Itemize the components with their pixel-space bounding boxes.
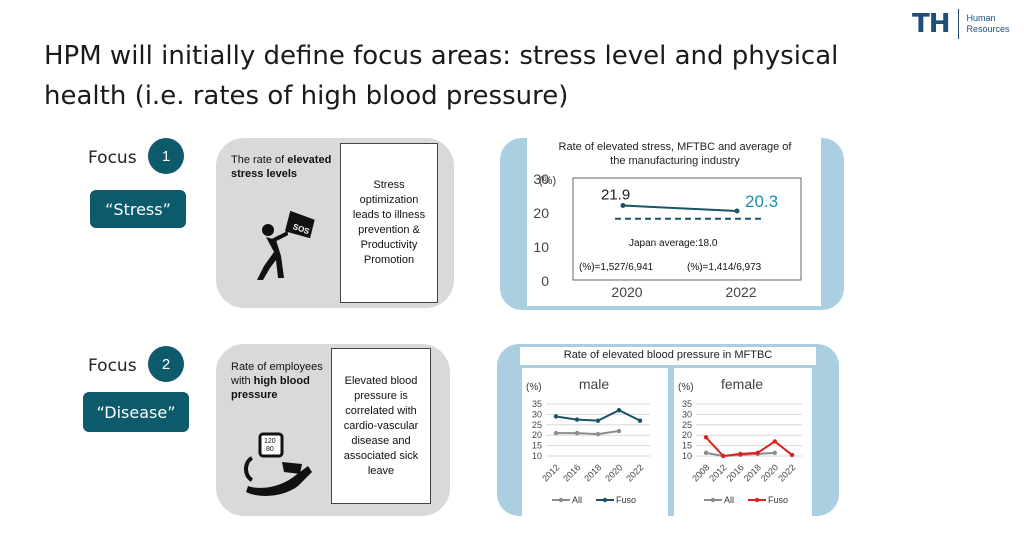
stress-plot-frame — [572, 177, 802, 281]
logo-subtitle: Human Resources — [967, 13, 1010, 35]
bp-female-legend-marker — [754, 497, 760, 503]
th-logo: TH Human Resources — [912, 8, 1010, 40]
bp-male-point-all — [553, 430, 559, 436]
bp-male-ylabel: (%) — [526, 382, 542, 393]
focus-1-tag: “Stress” — [90, 190, 186, 228]
stress-ytick-label: 30 — [533, 171, 549, 187]
bp-male-subtitle: male — [579, 376, 610, 392]
bp-female-ytick-label: 20 — [682, 430, 692, 440]
bp-female-chart: female(%)3530252015102008201220162018202… — [678, 376, 802, 505]
bp-female-point-all — [703, 450, 709, 456]
bp-female-legend-all: All — [724, 495, 734, 505]
bp-female-xtick-label: 2016 — [725, 462, 746, 483]
blood-pressure-monitor-icon: 120 80 — [244, 432, 312, 496]
bp-male-xtick-label: 2020 — [603, 462, 624, 483]
bp-female-point-fuso — [789, 452, 795, 458]
bp-male-legend-fuso: Fuso — [616, 495, 636, 505]
bp-male-ytick-label: 15 — [532, 441, 542, 451]
bp-male-ytick-label: 35 — [532, 399, 542, 409]
bp-female-point-all — [772, 450, 777, 456]
bp-male-ytick-label: 30 — [532, 409, 542, 419]
stress-chart: (%) 30 20 10 0 21.9 20.3 (%)=1,527/6,941 (%)… — [533, 171, 802, 300]
stress-note-2022: (%)=1,414/6,973 — [687, 262, 762, 273]
stress-point — [620, 203, 626, 209]
bp-male-point-fuso — [616, 408, 622, 413]
bp-female-ytick-label: 25 — [682, 420, 692, 430]
stress-point — [734, 208, 740, 214]
bp-male-xtick-label: 2018 — [582, 462, 603, 483]
bp-male-legend-marker — [558, 497, 564, 503]
bp-male-ytick-label: 20 — [532, 430, 542, 440]
bp-female-xtick-label: 2020 — [759, 462, 780, 483]
page-title: HPM will initially define focus areas: s… — [44, 41, 839, 111]
bp-chart-title: Rate of elevated blood pressure in MFTBC — [520, 347, 816, 365]
bp-male-xtick-label: 2016 — [561, 462, 582, 483]
bp-female-ytick-label: 30 — [682, 409, 692, 419]
bp-female-series-fuso-line — [705, 436, 793, 458]
stress-note-2020: (%)=1,527/6,941 — [579, 262, 654, 273]
bp-male-ytick-label: 10 — [532, 451, 542, 461]
bp-female-card — [674, 368, 812, 516]
focus-2-tag: “Disease” — [83, 392, 189, 432]
bp-male-point-all — [616, 428, 622, 434]
bp-male-point-all — [595, 431, 601, 437]
bp-female-xtick-label: 2012 — [707, 462, 728, 483]
stress-chart-card — [527, 138, 821, 306]
logo-divider — [957, 9, 959, 39]
disease-panel-heading: Rate of employees with high blood pressur… — [231, 361, 323, 401]
stress-xtick-label: 2020 — [611, 284, 642, 300]
stress-series-line — [622, 204, 738, 212]
logo-mark: TH — [912, 9, 950, 39]
bp-male-xtick-label: 2022 — [624, 462, 645, 483]
stress-data-label-2020: 21.9 — [601, 187, 630, 204]
bp-male-point-all — [574, 430, 580, 436]
stress-panel-heading: The rate of elevated stress levels — [231, 154, 332, 180]
bp-male-xtick-label: 2012 — [540, 462, 561, 483]
stress-chart-title: Rate of elevated stress, MFTBC and avera… — [558, 141, 792, 167]
bp-male-legend-marker — [602, 497, 608, 503]
stress-ytick-label: 10 — [533, 239, 549, 255]
bp-female-subtitle: female — [721, 376, 763, 392]
focus-2-label: Focus — [88, 356, 137, 376]
bp-male-point-fuso — [637, 418, 643, 423]
stress-ylabel: (%) — [539, 175, 556, 187]
bp-female-ytick-label: 10 — [682, 451, 692, 461]
stress-ytick-label: 0 — [541, 273, 549, 289]
bp-female-legend-marker — [710, 497, 716, 503]
bp-monitor-text-2: 80 — [266, 446, 274, 453]
stress-ytick-label: 20 — [533, 205, 549, 221]
bp-male-series-all-line — [556, 430, 620, 436]
bp-female-point-fuso — [721, 453, 726, 459]
bp-male-card — [522, 368, 668, 516]
bp-female-point-fuso — [772, 439, 777, 444]
stress-explanation-box: Stress optimization leads to illness pre… — [340, 143, 438, 303]
bp-female-ytick-label: 35 — [682, 399, 692, 409]
bp-male-ytick-label: 25 — [532, 420, 542, 430]
bp-female-ylabel: (%) — [678, 382, 694, 393]
bp-female-legend-fuso: Fuso — [768, 495, 788, 505]
focus-1-number: 1 — [148, 138, 184, 174]
focus-1-label: Focus — [88, 148, 137, 168]
bp-monitor-text-1: 120 — [264, 438, 276, 445]
bp-female-xtick-label: 2018 — [742, 462, 763, 483]
stress-data-label-2022: 20.3 — [745, 192, 778, 211]
focus-2-number: 2 — [148, 346, 184, 382]
bp-female-point-fuso — [703, 435, 709, 440]
bp-female-ytick-label: 15 — [682, 441, 692, 451]
disease-explanation-box: Elevated blood pressure is correlated wi… — [331, 348, 431, 504]
bp-male-legend-all: All — [572, 495, 582, 505]
bp-female-xtick-label: 2008 — [690, 462, 711, 483]
bp-male-point-fuso — [553, 414, 559, 419]
japan-average-label: Japan average:18.0 — [629, 238, 718, 249]
bp-female-point-fuso — [738, 451, 743, 457]
logo-line-1: Human — [966, 13, 996, 23]
logo-line-2: Resources — [966, 24, 1010, 34]
bp-female-point-fuso — [755, 450, 760, 456]
bp-male-point-fuso — [595, 418, 601, 423]
bp-female-xtick-label: 2022 — [776, 462, 797, 483]
stress-xtick-label: 2022 — [725, 284, 756, 300]
person-with-sos-flag-icon: SOS — [257, 210, 315, 280]
bp-male-point-fuso — [574, 417, 580, 422]
